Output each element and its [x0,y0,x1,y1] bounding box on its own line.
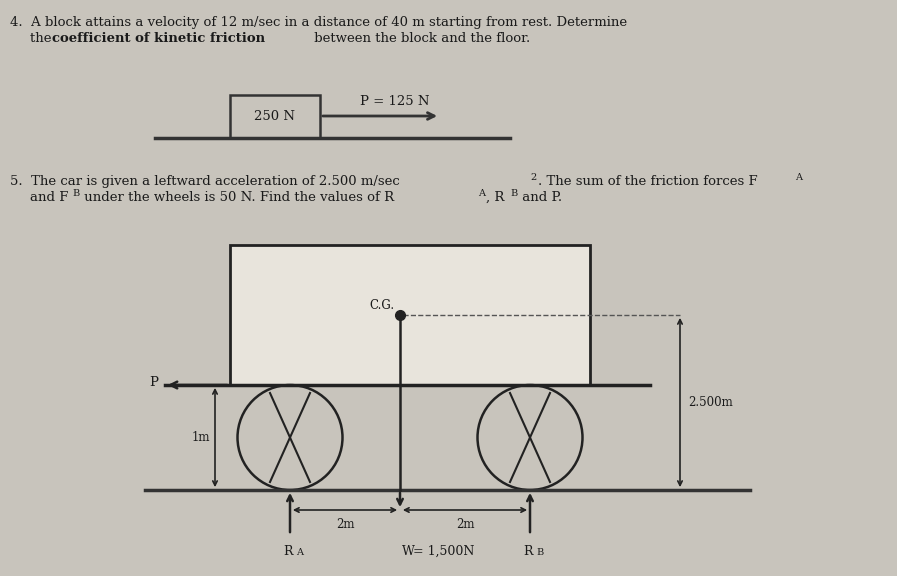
Text: C.G.: C.G. [370,299,395,312]
Text: A: A [478,189,485,198]
Text: B: B [72,189,79,198]
Text: R: R [523,545,533,558]
Text: . The sum of the friction forces F: . The sum of the friction forces F [538,175,758,188]
Text: A: A [296,548,303,557]
Text: W: W [402,545,415,558]
Text: = 1,500N: = 1,500N [413,545,475,558]
Text: , R: , R [486,191,504,204]
Text: 2m: 2m [456,518,475,531]
Text: between the block and the floor.: between the block and the floor. [310,32,530,45]
Text: 4.  A block attains a velocity of 12 m/sec in a distance of 40 m starting from r: 4. A block attains a velocity of 12 m/se… [10,16,627,29]
Text: 1m: 1m [191,431,210,444]
Text: B: B [536,548,544,557]
Text: the: the [30,32,56,45]
Text: A: A [795,173,802,182]
Text: 2m: 2m [335,518,354,531]
Text: under the wheels is 50 N. Find the values of R: under the wheels is 50 N. Find the value… [80,191,394,204]
Text: P: P [149,377,158,389]
Bar [230,95,320,138]
Text: P = 125 N: P = 125 N [360,95,430,108]
Text: 2: 2 [530,173,536,182]
Text: and F: and F [30,191,68,204]
Text: 5.  The car is given a leftward acceleration of 2.500 m/sec: 5. The car is given a leftward accelerat… [10,175,400,188]
Text: 2.500m: 2.500m [688,396,733,409]
Text: and P.: and P. [518,191,562,204]
Text: 250 N: 250 N [255,111,295,123]
Text: B: B [510,189,518,198]
Text: R: R [283,545,292,558]
Text: coefficient of kinetic friction: coefficient of kinetic friction [52,32,266,45]
Bar [230,245,590,385]
